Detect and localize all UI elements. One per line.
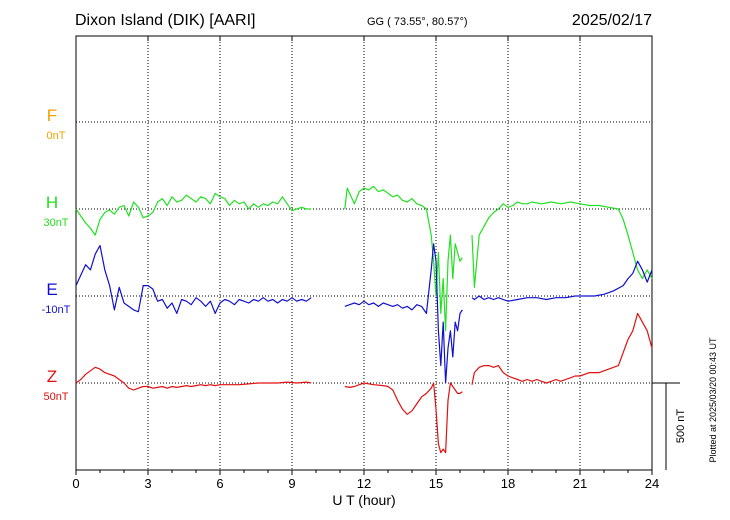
channel-name-h: H bbox=[46, 193, 58, 212]
station-title: Dixon Island (DIK) [AARI] bbox=[75, 12, 256, 29]
x-tick-label: 24 bbox=[645, 476, 659, 491]
date-label: 2025/02/17 bbox=[572, 12, 652, 29]
x-tick-label: 18 bbox=[501, 476, 515, 491]
data-series bbox=[75, 185, 653, 454]
x-tick-label: 15 bbox=[429, 476, 443, 491]
x-tick-label: 9 bbox=[288, 476, 295, 491]
scale-bar-label: 500 nT bbox=[675, 409, 687, 444]
grid-lines bbox=[76, 36, 652, 470]
channel-labels: F 0nT H 30nT E -10nT Z 50nT bbox=[42, 106, 71, 403]
channel-baseline-f: 0nT bbox=[47, 130, 66, 142]
x-axis-title: U T (hour) bbox=[332, 492, 395, 508]
channel-baseline-z: 50nT bbox=[43, 391, 68, 403]
x-axis-ticks: 0 3 6 9 12 15 18 21 24 bbox=[72, 36, 659, 491]
x-tick-label: 12 bbox=[357, 476, 371, 491]
series-line-h bbox=[75, 185, 653, 332]
channel-baseline-h: 30nT bbox=[43, 217, 68, 229]
coordinates-label: GG ( 73.55°, 80.57°) bbox=[367, 16, 468, 28]
x-tick-label: 6 bbox=[216, 476, 223, 491]
scale-bar: 500 nT bbox=[652, 382, 687, 470]
channel-name-z: Z bbox=[47, 367, 57, 386]
channel-name-f: F bbox=[47, 106, 57, 125]
channel-baseline-e: -10nT bbox=[42, 304, 71, 316]
series-line-e bbox=[75, 243, 653, 384]
x-tick-label: 3 bbox=[144, 476, 151, 491]
x-tick-label: 0 bbox=[72, 476, 79, 491]
channel-name-e: E bbox=[46, 280, 57, 299]
x-tick-label: 21 bbox=[573, 476, 587, 491]
series-line-z bbox=[75, 312, 653, 454]
plotted-at-note: Plotted at 2025/03/20 00:43 UT bbox=[708, 337, 718, 463]
